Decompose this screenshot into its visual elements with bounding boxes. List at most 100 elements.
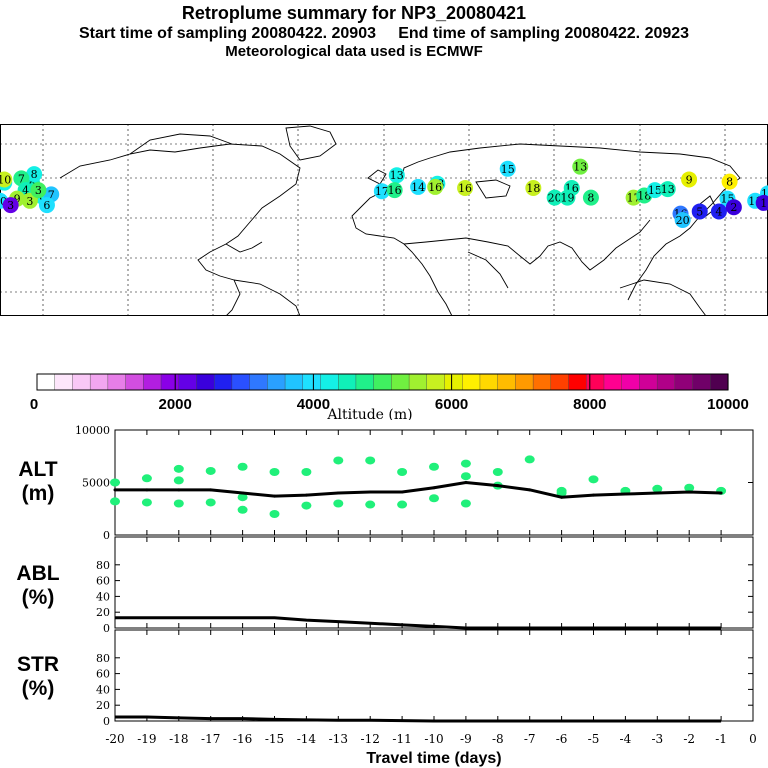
plume-marker-dot: [674, 212, 691, 228]
x-tick-label: -3: [651, 732, 663, 746]
colorbar-cell: [550, 373, 570, 391]
y-tick-label: 20: [96, 606, 110, 619]
plume-marker-dot: [410, 178, 427, 195]
colorbar-cell: [89, 373, 109, 391]
colorbar-cell: [426, 373, 446, 391]
colorbar-cell: [54, 373, 74, 391]
series-point: [241, 491, 245, 495]
y-tick-label: 0: [103, 715, 110, 728]
world-map: 9887654391011763131716141316161513181620…: [0, 124, 768, 316]
plume-cluster-point: [301, 501, 312, 510]
plume-cluster-point: [205, 466, 216, 475]
plume-marker: 3: [21, 192, 38, 209]
x-tick-label: -8: [492, 732, 504, 746]
plume-marker: 19: [559, 189, 576, 206]
plume-cluster-point: [397, 468, 408, 476]
plume-marker-label: 14: [411, 181, 425, 194]
plume-cluster-point: [110, 478, 120, 487]
series-point: [209, 488, 213, 492]
plume-marker-dot: [457, 180, 474, 196]
plume-cluster-point: [333, 499, 344, 508]
x-tick-label: -17: [201, 732, 220, 746]
plume-marker-dot: [546, 189, 563, 206]
plume-marker-label: 13: [390, 169, 404, 182]
colorbar-cell: [710, 373, 729, 391]
colorbar-cell: [284, 373, 304, 391]
plume-marker-dot: [499, 160, 516, 177]
colorbar-cell: [267, 373, 286, 391]
plume-marker: 13: [388, 167, 405, 184]
plume-marker: 3: [30, 182, 47, 199]
plume-marker-dot: [559, 189, 576, 206]
x-tick-label: -4: [620, 732, 632, 746]
colorbar-cell: [160, 373, 180, 391]
plume-marker-label: 6: [39, 191, 46, 204]
series-point: [336, 491, 340, 495]
panel-frame: [114, 536, 754, 629]
plume-marker-label: 4: [22, 184, 29, 197]
y-tick-label: 60: [96, 668, 110, 681]
plume-marker-label: 10: [0, 195, 7, 208]
plume-marker-label: 7: [48, 188, 55, 201]
x-axis-label: Travel time (days): [366, 750, 501, 767]
x-tick-label: -18: [169, 732, 188, 746]
series-point: [432, 486, 436, 490]
plume-cluster-point: [173, 476, 184, 485]
colorbar-cell: [391, 373, 410, 391]
colorbar-cell: [302, 373, 322, 391]
colorbar-cell: [692, 373, 711, 391]
plume-marker: 8: [721, 173, 738, 190]
plume-marker-label: 18: [526, 182, 540, 195]
colorbar-tick-label: 0: [30, 396, 38, 413]
start-value: 20080422. 20903: [251, 25, 376, 42]
plume-cluster-point: [652, 484, 663, 493]
x-tick-label: -1: [715, 732, 727, 746]
plume-cluster-point: [333, 456, 344, 465]
plume-cluster-point: [301, 468, 312, 476]
plume-cluster-point: [205, 498, 216, 507]
plume-marker: 10: [0, 171, 13, 188]
y-tick-label: 0: [103, 529, 110, 542]
plume-cluster-point: [492, 468, 503, 476]
plume-cluster-point: [269, 510, 280, 518]
panel-frame: [114, 629, 754, 722]
plume-marker-label: 8: [31, 168, 38, 181]
plume-marker: 16: [457, 180, 474, 196]
colorbar-cell: [497, 373, 516, 391]
plume-cluster-point: [237, 493, 248, 502]
plume-marker-label: 3: [35, 184, 42, 197]
plume-marker: 15: [499, 160, 516, 177]
colorbar-cell: [107, 373, 127, 391]
colorbar-cell: [462, 373, 481, 391]
series-point: [687, 490, 691, 494]
plume-marker-label: 7: [18, 172, 25, 185]
series-line: [115, 480, 722, 499]
x-tick-label: -11: [392, 732, 411, 746]
colorbar-cell: [320, 373, 339, 391]
plume-cluster-point: [269, 468, 280, 476]
plume-marker-dot: [582, 189, 599, 206]
plume-cluster-point: [460, 472, 471, 481]
colorbar-ticks: 0 2000 4000 6000 8000 10000: [30, 374, 749, 413]
colorbar-tick-label: 2000: [159, 396, 192, 413]
plume-marker: 20: [674, 212, 691, 228]
colorbar-cell: [408, 373, 428, 391]
plume-marker-label: 16: [458, 182, 472, 195]
plume-marker: 16: [427, 178, 444, 195]
colorbar-cell: [36, 373, 56, 391]
plume-marker: 20: [546, 189, 563, 206]
x-tick-label: -16: [233, 732, 252, 746]
plume-marker-dot: [0, 171, 13, 188]
plume-marker-label: 20: [676, 214, 690, 227]
x-tick-label: -13: [329, 732, 348, 746]
met-line: Meteorological data used is ECMWF: [225, 43, 483, 60]
plume-cluster-point: [110, 497, 120, 506]
x-tick-label: -15: [265, 732, 284, 746]
plume-marker-label: 9: [686, 173, 693, 186]
plume-marker-dot: [691, 203, 708, 220]
x-tick-label: -9: [460, 732, 472, 746]
series-point: [145, 488, 149, 492]
colorbar-cell: [196, 373, 215, 391]
plume-cluster-point: [173, 499, 184, 508]
